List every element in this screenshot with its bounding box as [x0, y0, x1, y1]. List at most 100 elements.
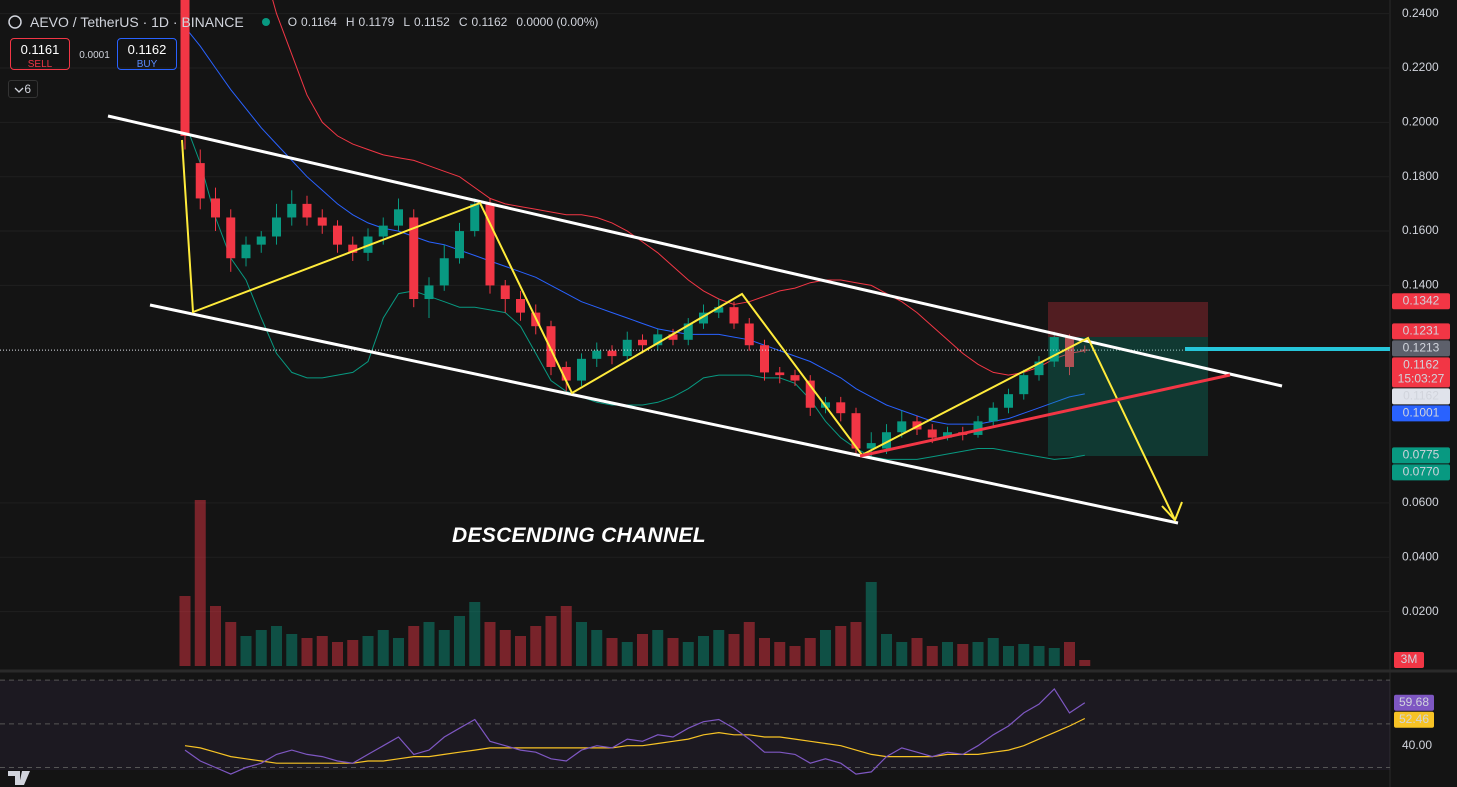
- volume-bar: [408, 626, 420, 666]
- trend-line: [859, 373, 1231, 458]
- buy-label: BUY: [136, 59, 158, 70]
- candle-body: [882, 432, 891, 449]
- volume-badge: [1394, 652, 1424, 668]
- rsi-badge: [1394, 711, 1434, 728]
- volume-bar: [1018, 644, 1030, 666]
- volume-bar: [454, 616, 465, 666]
- volume-bar: [743, 622, 755, 666]
- candle-body: [973, 421, 983, 435]
- symbol-icon: [8, 15, 22, 29]
- candle-body: [653, 334, 663, 346]
- candle-body: [607, 350, 617, 357]
- volume-bar: [545, 616, 557, 666]
- volume-bar: [530, 626, 542, 666]
- candle-body: [866, 443, 876, 449]
- zigzag: [181, 139, 1176, 521]
- chevron: [14, 87, 24, 93]
- price-badge: [1392, 447, 1450, 464]
- candle-body: [561, 366, 571, 381]
- indicators-count: 6: [24, 82, 31, 96]
- price-axis: 0.2400 0.2200 0.2000 0.1800 0.1600 0.1400 0.06…: [1392, 6, 1450, 752]
- candles: [0, 0, 1390, 457]
- volume-bar: [987, 638, 999, 666]
- ohlc-value: 0.1179: [358, 15, 395, 29]
- volume-bar: [484, 622, 496, 666]
- rsi-badge: [1394, 694, 1434, 711]
- change: 0.0000 (0.00%): [516, 15, 599, 29]
- rsi-rsi: [184, 687, 1086, 775]
- candle-body: [577, 358, 586, 381]
- candle-body: [226, 217, 236, 259]
- candle-body: [272, 217, 281, 237]
- candle-body: [333, 225, 342, 245]
- price-badge: [1392, 323, 1450, 340]
- volume-bar: [194, 500, 206, 666]
- volume-bar: [667, 638, 679, 666]
- volume-bar: [637, 634, 648, 666]
- candle-body: [317, 217, 327, 226]
- candle-body: [775, 372, 785, 376]
- candle-body: [1004, 394, 1013, 408]
- price-badge-label: 0.1213: [1403, 341, 1440, 355]
- candle-body: [699, 312, 708, 324]
- candle-body: [424, 285, 434, 300]
- volume-bar: [271, 626, 282, 666]
- candle-body: [622, 339, 632, 357]
- candle-body: [1065, 337, 1074, 367]
- price-badge-label: 0.0770: [1403, 464, 1440, 478]
- volume-bar: [1033, 646, 1045, 666]
- volume-bar: [210, 606, 221, 666]
- ohlc-label: L: [403, 15, 411, 29]
- candle-body: [211, 198, 220, 218]
- header: AEVO / TetherUS · 1D · BINANCE O 0.1164 H…: [8, 12, 603, 32]
- bollinger-lower: [184, 122, 1085, 460]
- volume-bar: [957, 644, 969, 666]
- volume-bar: [835, 626, 847, 666]
- indicators-toggle[interactable]: 6: [8, 80, 38, 98]
- candle-body: [760, 345, 769, 373]
- volume-bar: [942, 642, 953, 666]
- candle-body: [378, 225, 388, 237]
- rsi-lines: [184, 687, 1086, 775]
- candle-body: [287, 203, 297, 218]
- volume-bar: [972, 642, 984, 666]
- price-badge-label: 0.1162: [1403, 389, 1439, 403]
- candle-body: [638, 339, 647, 346]
- volume-bar: [820, 630, 831, 666]
- volume-bar: [759, 638, 770, 666]
- sell-button[interactable]: 0.1161 SELL: [10, 38, 70, 70]
- candle-body: [927, 429, 937, 438]
- candle-body: [180, 0, 190, 136]
- y-tick-label: 0.0600: [1402, 495, 1439, 509]
- volume-bar: [438, 630, 450, 666]
- volume-bar: [316, 636, 328, 666]
- buy-price: 0.1162: [127, 42, 167, 57]
- candle-body: [943, 432, 952, 438]
- price-badge-label: 0.1342: [1403, 293, 1440, 307]
- candle-body: [470, 203, 480, 232]
- volume-bar: [377, 630, 389, 666]
- candle-body: [302, 203, 312, 218]
- symbol[interactable]: AEVO / TetherUS · 1D · BINANCE: [30, 14, 244, 30]
- volume-bar: [774, 642, 786, 666]
- buy-button[interactable]: 0.1162 BUY: [117, 38, 177, 70]
- volume-bar: [713, 630, 725, 666]
- price-badge: [1392, 464, 1450, 481]
- volume-bar: [911, 638, 923, 666]
- candle-body: [348, 244, 358, 253]
- candle-body: [988, 407, 998, 422]
- rsi-badge-label: 52.46: [1399, 712, 1429, 726]
- sell-price: 0.1161: [20, 42, 60, 57]
- volume-bar: [347, 640, 359, 666]
- volume: [179, 500, 1091, 666]
- candle-body: [1080, 349, 1090, 351]
- y-tick-label: 0.1600: [1402, 223, 1439, 237]
- price-badge: [1392, 357, 1450, 388]
- volume-bar: [301, 638, 313, 666]
- volume-bar: [652, 630, 664, 666]
- spread: 0.0001: [79, 50, 110, 61]
- rsi-pane: [0, 679, 1390, 775]
- candle-body: [592, 350, 602, 359]
- candle-body: [485, 203, 495, 286]
